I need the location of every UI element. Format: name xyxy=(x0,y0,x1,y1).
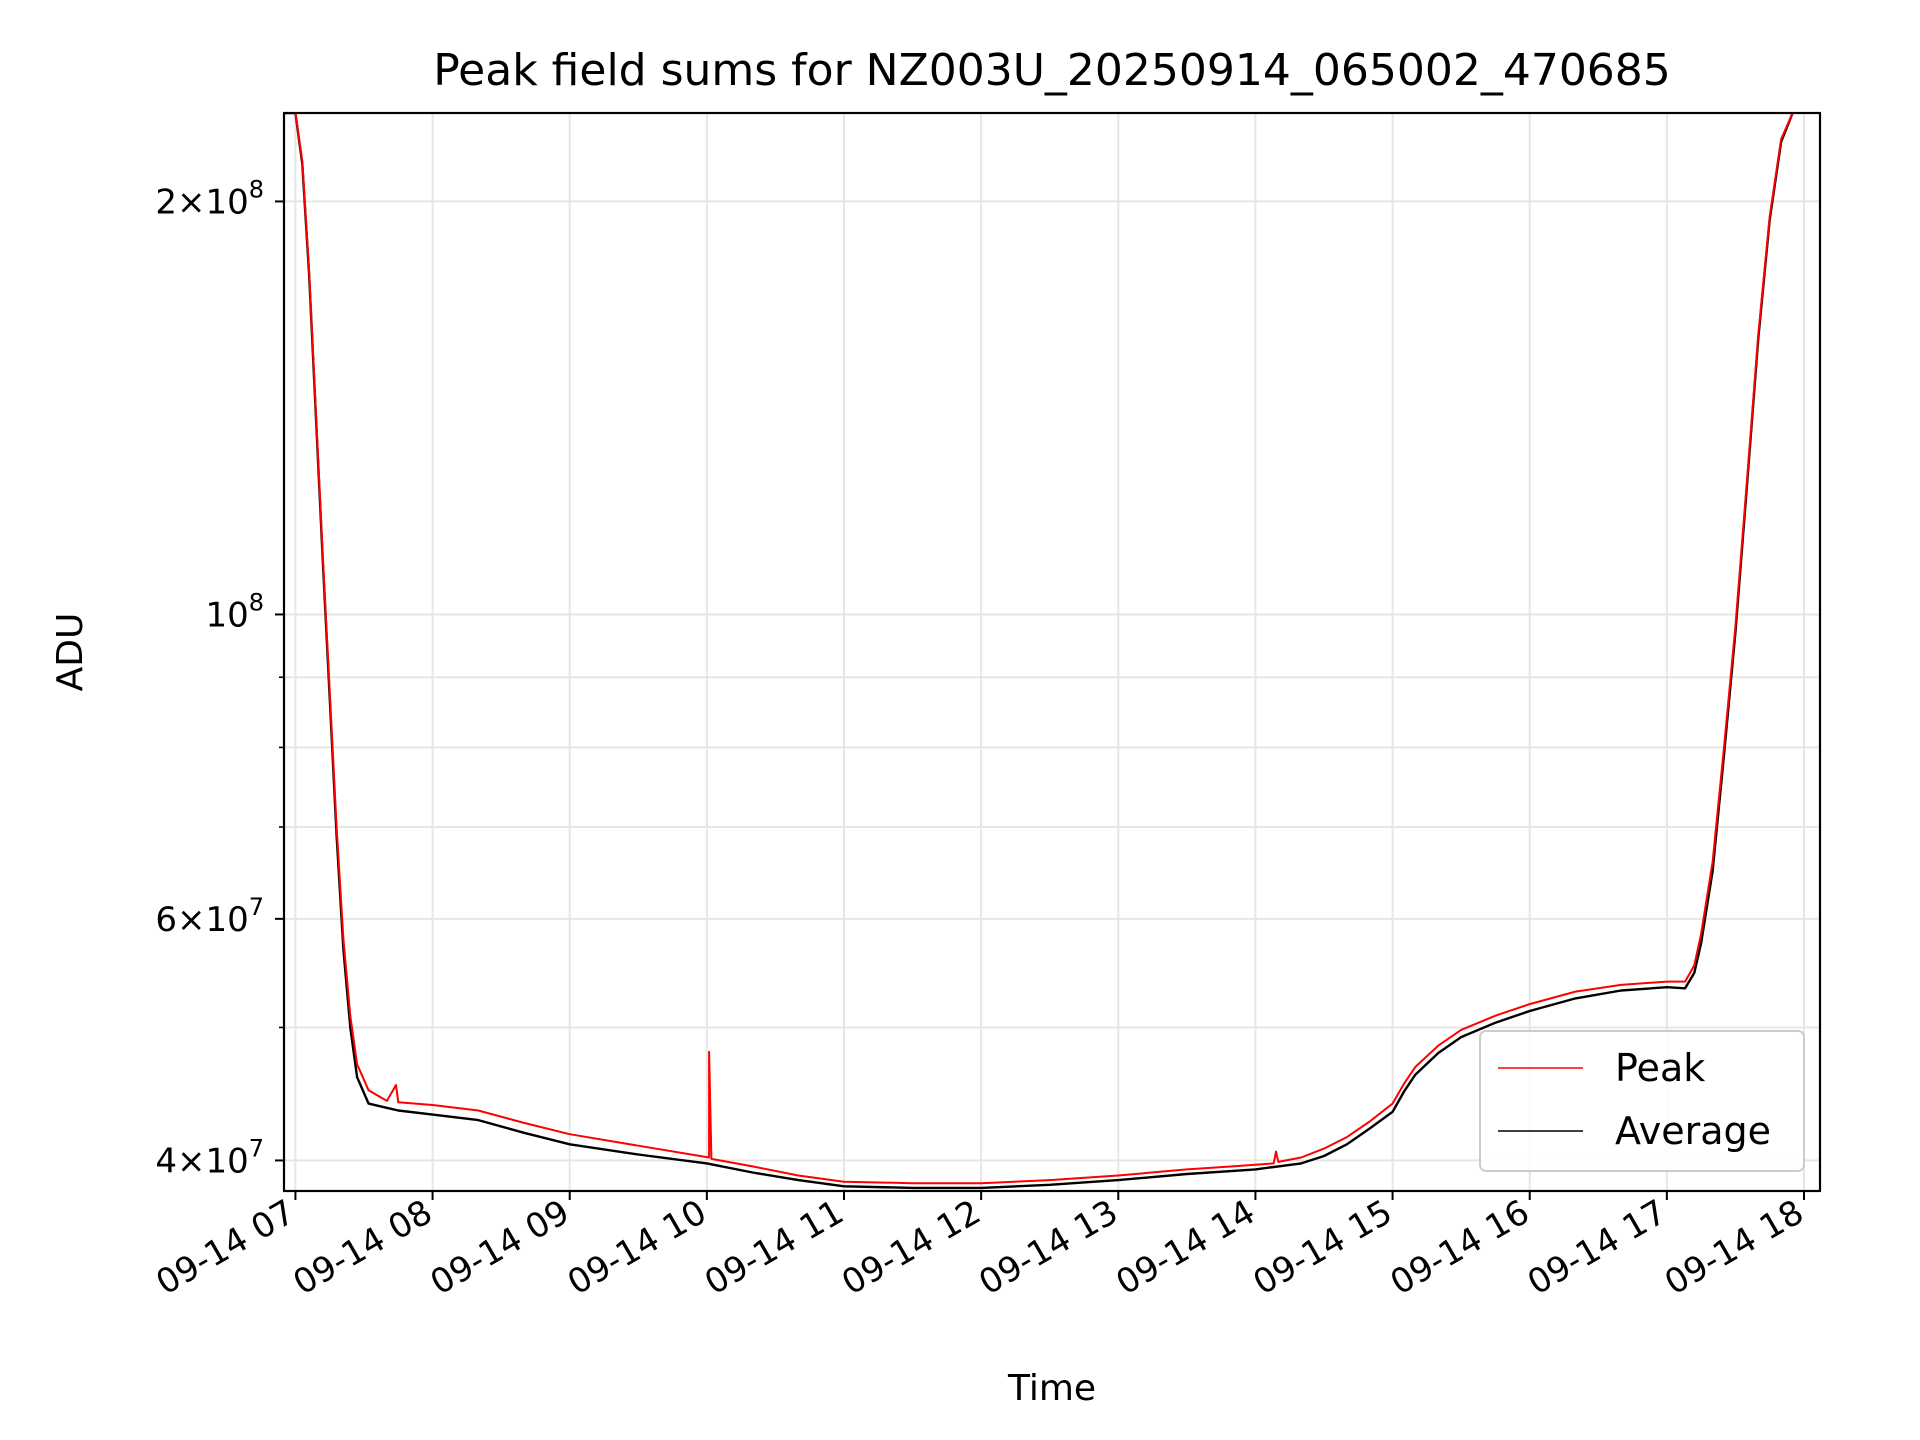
y-tick-label-exponent: 7 xyxy=(249,893,264,921)
legend-label-average: Average xyxy=(1615,1109,1771,1153)
y-tick-label-base: 10 xyxy=(205,595,248,635)
y-tick-label-exponent: 8 xyxy=(249,175,264,203)
y-tick-label: 108 xyxy=(205,588,264,635)
y-tick-label: 4×107 xyxy=(155,1134,264,1181)
plot-series xyxy=(284,113,1794,1190)
legend: Peak Average xyxy=(1479,1030,1805,1172)
series-line-peak xyxy=(284,113,1794,1185)
y-tick-label: 6×107 xyxy=(155,893,264,940)
grid-lines xyxy=(284,113,1820,1191)
series-line-average xyxy=(284,113,1794,1190)
y-tick-label-exponent: 8 xyxy=(249,588,264,616)
y-tick-label-exponent: 7 xyxy=(249,1134,264,1162)
y-tick-label-base: 2×10 xyxy=(155,182,248,222)
legend-box xyxy=(1479,1030,1805,1172)
x-axis-label: Time xyxy=(1007,1368,1096,1409)
y-tick-label-base: 4×10 xyxy=(155,1141,248,1181)
y-axis-label: ADU xyxy=(50,613,91,692)
legend-label-peak: Peak xyxy=(1615,1046,1705,1090)
y-tick-label-base: 6×10 xyxy=(155,900,248,940)
plot-frame xyxy=(282,111,1822,1193)
chart-title: Peak field sums for NZ003U_20250914_0650… xyxy=(433,45,1671,96)
y-tick-label: 2×108 xyxy=(155,175,264,222)
